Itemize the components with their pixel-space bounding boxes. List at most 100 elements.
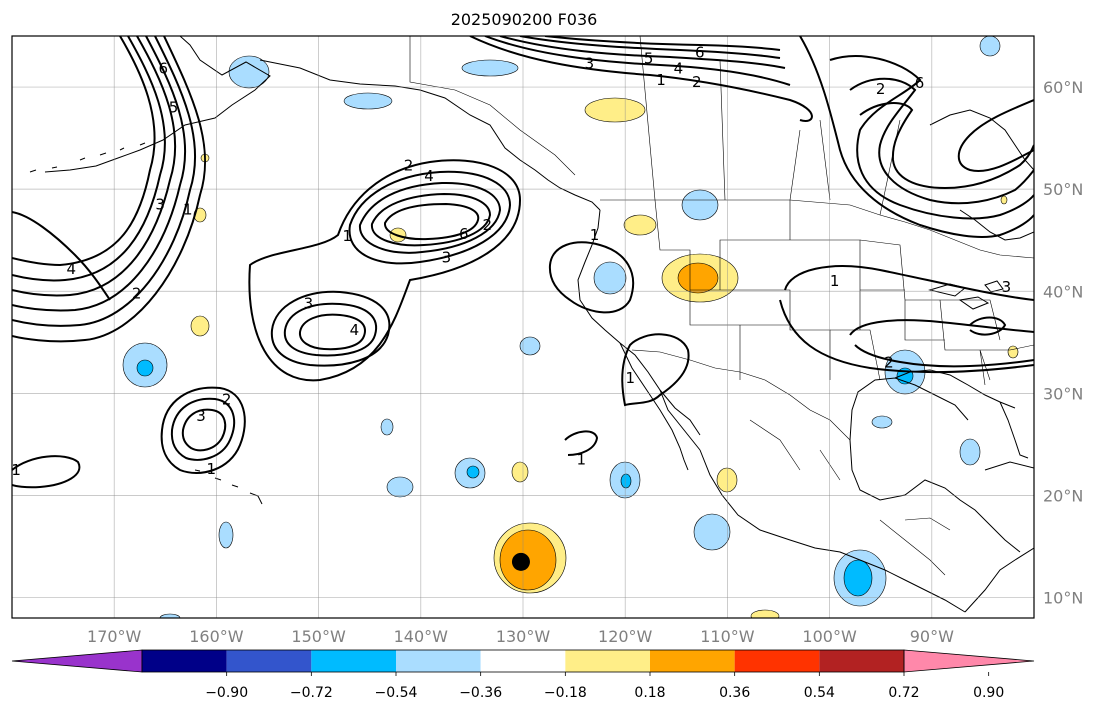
shaded-area (681, 189, 719, 221)
lon-tick-label: 140°W (394, 627, 449, 646)
contour-north-5 (544, 36, 781, 51)
shaded-area (218, 521, 234, 549)
shaded-area (228, 55, 270, 89)
lon-tick-label: 120°W (598, 627, 653, 646)
shaded-area (979, 36, 1001, 57)
colorbar-label: 0.72 (888, 685, 919, 701)
canada-provinces (639, 36, 901, 216)
lon-tick-label: 90°W (910, 627, 954, 646)
alaska-coast (44, 36, 601, 211)
contour-north-4 (519, 36, 781, 59)
contour-label: 3 (196, 407, 206, 425)
contour-label: 3 (1002, 278, 1012, 296)
lat-tick-label: 40°N (1043, 282, 1083, 301)
contour-cell-lower-3 (298, 313, 366, 351)
contour-label: 1 (183, 201, 193, 219)
contour-label: 6 (915, 74, 925, 92)
contour-gulf-2 (779, 299, 1034, 373)
contour-cell-lower-2 (283, 302, 378, 357)
lon-tick-label: 150°W (291, 627, 346, 646)
contour-west-wave-5 (12, 36, 197, 327)
colorbar-segment (311, 650, 396, 672)
contour-label: 1 (830, 272, 840, 290)
lat-tick-label: 20°N (1043, 486, 1083, 505)
contour-label: 2 (876, 80, 886, 98)
contour-north-3 (499, 36, 786, 69)
colorbar-label: −0.90 (205, 685, 248, 701)
contour-east-3 (849, 77, 1034, 205)
colorbar-extend-high (903, 649, 1035, 673)
contour-hawaii-outer (160, 386, 246, 474)
contour-label: 3 (155, 195, 165, 213)
mexico-coast (699, 449, 966, 613)
hawaii (194, 469, 263, 505)
shaded-area (136, 359, 154, 377)
contour-cell-outer (248, 159, 522, 382)
lon-tick-label: 160°W (189, 627, 244, 646)
location-marker (511, 552, 530, 571)
shaded-area (386, 476, 414, 498)
us-states-east (830, 239, 1034, 386)
colorbar-segment (565, 650, 650, 672)
colorbar-label: −0.54 (375, 685, 418, 701)
contour-label: 3 (585, 55, 595, 73)
mexico-states (749, 419, 951, 576)
colorbar-segment (819, 650, 904, 672)
map-title: 2025090200 F036 (451, 10, 598, 29)
contour-label: 1 (626, 369, 636, 387)
contour-east-small (969, 316, 1007, 336)
shaded-area (843, 559, 873, 597)
contour-hawaii-mid (170, 397, 236, 461)
shaded-area (716, 467, 738, 493)
colorbar-extend-low (11, 649, 143, 673)
contour-west-wave-3 (12, 36, 177, 297)
contour-cell-3 (358, 181, 502, 254)
colorbar-segment (734, 650, 820, 672)
contour-label: 2 (482, 216, 492, 234)
shaded-area (620, 473, 632, 489)
contour-cell-lower-1 (270, 290, 391, 367)
shaded-area (159, 613, 181, 618)
colorbar-segment (480, 650, 566, 672)
contour-north-2 (484, 36, 791, 86)
map-frame (11, 35, 1035, 619)
shaded-area (466, 465, 480, 479)
contour-label: 1 (207, 460, 217, 478)
contour-label: 1 (342, 227, 352, 245)
contour-label: 3 (304, 295, 314, 313)
alaska-canada-border (409, 36, 576, 176)
shaded-area (519, 336, 541, 356)
colorbar-label: 0.90 (973, 685, 1004, 701)
contour-label: 1 (11, 461, 21, 479)
lon-tick-label: 130°W (496, 627, 551, 646)
contour-label: 1 (576, 451, 586, 469)
contour-west-wave-1 (12, 36, 156, 267)
contour-label: 4 (67, 260, 77, 278)
contour-label: 2 (404, 157, 414, 175)
longitude-labels: 170°W 160°W 150°W 140°W 130°W 120°W 110°W 100°W… (87, 627, 954, 646)
contour-california-1 (548, 241, 635, 314)
contour-label: 6 (459, 225, 469, 243)
lat-tick-label: 10°N (1043, 589, 1083, 608)
shaded-area (593, 261, 627, 295)
colorbar-label: −0.36 (459, 685, 502, 701)
contour-label: 3 (442, 249, 452, 267)
contour-label: 5 (644, 49, 654, 67)
us-states-west (654, 199, 861, 380)
cuba (984, 461, 1034, 471)
colorbar-label: 0.18 (634, 685, 665, 701)
contour-label: 2 (884, 354, 894, 372)
us-canada-border (600, 199, 1034, 259)
contour-gulf-3 (849, 319, 1034, 336)
lon-tick-label: 110°W (700, 627, 755, 646)
contour-hawaii-inner (181, 408, 227, 452)
contour-west-wave-2 (12, 36, 166, 282)
shaded-area (511, 461, 529, 483)
shaded-area (1000, 195, 1008, 205)
contour-lines (12, 36, 1034, 489)
colorbar-outline (141, 649, 905, 673)
shaded-anomaly-areas (122, 36, 1019, 618)
baja-peninsula (619, 342, 701, 471)
contour-west-wave-7 (12, 211, 111, 301)
